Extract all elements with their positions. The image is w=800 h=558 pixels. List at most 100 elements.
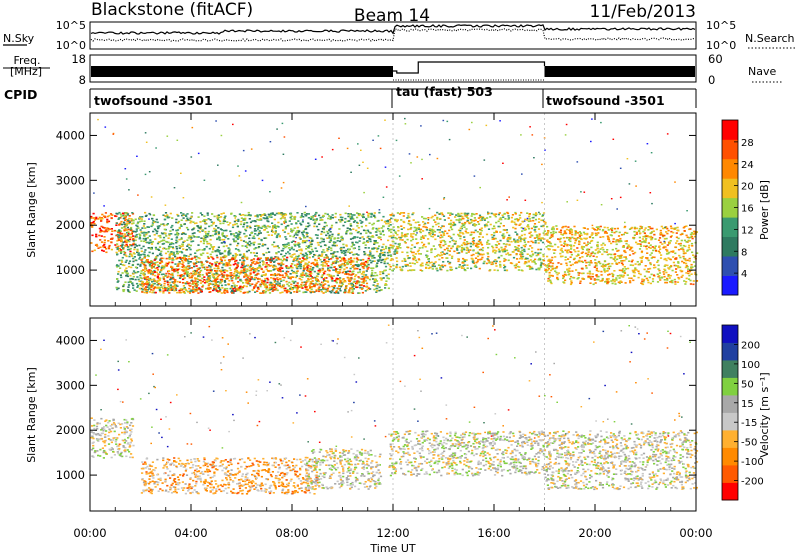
power-echo-cell-3 <box>451 229 453 231</box>
power-echo-cell-1 <box>295 256 297 258</box>
power-echo-cell-1 <box>220 213 222 215</box>
power-echo-cell-2 <box>199 279 201 281</box>
power-echo-cell-1 <box>382 244 384 246</box>
power-echo-cell-3 <box>518 261 520 263</box>
power-echo-cell-1 <box>244 215 246 217</box>
power-echo-cell-1 <box>250 252 252 254</box>
power-echo-cell-2 <box>339 280 341 282</box>
power-echo-cell-2 <box>197 289 199 291</box>
power-echo-cell-1 <box>356 217 358 219</box>
power-echo-cell-1 <box>257 270 259 272</box>
power-echo-cell-2 <box>165 273 167 275</box>
power-echo-cell-1 <box>332 253 334 255</box>
power-echo-cell-1 <box>155 249 157 251</box>
power-echo-cell-3 <box>459 238 461 240</box>
power-echo-cell-2 <box>312 262 314 264</box>
power-echo-cell-2 <box>275 288 277 290</box>
power-echo-cell-1 <box>314 271 316 273</box>
power-echo-cell-2 <box>159 263 161 265</box>
power-echo-cell-3 <box>466 259 468 261</box>
power-echo-cell-0 <box>108 215 110 217</box>
power-echo-cell-1 <box>140 277 142 279</box>
power-echo-cell-2 <box>330 258 332 260</box>
power-echo-cell-2 <box>195 289 197 291</box>
power-echo-cell-4 <box>589 282 591 284</box>
power-echo-cell-1 <box>311 289 313 291</box>
power-echo-cell-3 <box>463 267 465 269</box>
power-echo-cell-1 <box>190 249 192 251</box>
power-echo-cell-2 <box>144 288 146 290</box>
power-echo-cell-1 <box>373 289 375 291</box>
power-echo-cell-3 <box>401 212 403 214</box>
power-echo-cell-1 <box>323 239 325 241</box>
power-echo-cell-2 <box>183 285 185 287</box>
power-echo-cell-2 <box>221 273 223 275</box>
power-echo-cell-2 <box>237 266 239 268</box>
power-heatmap <box>90 113 698 306</box>
power-echo-cell-1 <box>324 213 326 215</box>
power-echo-cell-3 <box>468 222 470 224</box>
power-echo-cell-3 <box>422 221 424 223</box>
power-echo-cell-1 <box>122 285 124 287</box>
power-echo-cell-3 <box>474 224 476 226</box>
power-echo-cell-1 <box>212 249 214 251</box>
power-echo-cell-2 <box>366 289 368 291</box>
power-echo-cell-2 <box>213 276 215 278</box>
power-echo-cell-1 <box>358 227 360 229</box>
power-echo-cell-1 <box>174 234 176 236</box>
power-echo-cell-4 <box>563 237 565 239</box>
power-echo-cell-2 <box>146 270 148 272</box>
power-echo-cell-1 <box>255 221 257 223</box>
power-echo-cell-4 <box>585 262 587 264</box>
power-echo-cell-3 <box>538 228 540 230</box>
power-echo-cell-3 <box>543 256 545 258</box>
power-echo-cell-1 <box>285 238 287 240</box>
power-echo-cell-3 <box>437 235 439 237</box>
power-echo-cell-1 <box>341 252 343 254</box>
power-echo-cell-1 <box>122 272 124 274</box>
power-echo-cell-3 <box>388 250 390 252</box>
power-echo-cell-2 <box>342 279 344 281</box>
power-echo-cell-1 <box>350 225 352 227</box>
power-echo-cell-2 <box>253 272 255 274</box>
power-echo-cell-1 <box>300 268 302 270</box>
power-echo-cell-0 <box>114 230 116 232</box>
power-echo-cell-3 <box>464 239 466 241</box>
power-echo-cell-4 <box>629 254 631 256</box>
power-echo-cell-0 <box>103 231 105 233</box>
power-echo-cell-2 <box>194 257 196 259</box>
power-echo-cell-3 <box>527 224 529 226</box>
power-echo-cell-2 <box>303 268 305 270</box>
power-echo-cell-2 <box>348 258 350 260</box>
power-echo-cell-3 <box>513 239 515 241</box>
power-echo-cell-1 <box>354 254 356 256</box>
power-echo-cell-1 <box>353 214 355 216</box>
power-echo-cell-3 <box>450 227 452 229</box>
power-echo-cell-2 <box>161 258 163 260</box>
power-echo-cell-3 <box>408 220 410 222</box>
power-echo-cell-1 <box>385 223 387 225</box>
nsearch-tick-bottom: 10^0 <box>706 39 736 52</box>
power-echo-cell-3 <box>436 270 438 272</box>
power-echo-cell-1 <box>213 228 215 230</box>
power-echo-cell-3 <box>498 249 500 251</box>
power-echo-cell-3 <box>432 226 434 228</box>
power-echo-cell-2 <box>203 276 205 278</box>
power-echo-cell-1 <box>133 252 135 254</box>
power-echo-cell-3 <box>439 269 441 271</box>
power-echo-cell-1 <box>302 242 304 244</box>
power-echo-cell-3 <box>388 252 390 254</box>
power-echo-cell-1 <box>154 275 156 277</box>
power-echo-cell-1 <box>376 285 378 287</box>
power-echo-cell-1 <box>143 241 145 243</box>
power-echo-cell-4 <box>614 228 616 230</box>
power-echo-cell-3 <box>458 235 460 237</box>
power-echo-cell-3 <box>458 252 460 254</box>
power-echo-cell-3 <box>532 220 534 222</box>
power-echo-cell-1 <box>367 230 369 232</box>
power-echo-cell-2 <box>307 265 309 267</box>
power-echo-cell-2 <box>360 285 362 287</box>
power-echo-cell-3 <box>499 240 501 242</box>
power-echo-cell-1 <box>384 284 386 286</box>
power-echo-cell-2 <box>164 283 166 285</box>
